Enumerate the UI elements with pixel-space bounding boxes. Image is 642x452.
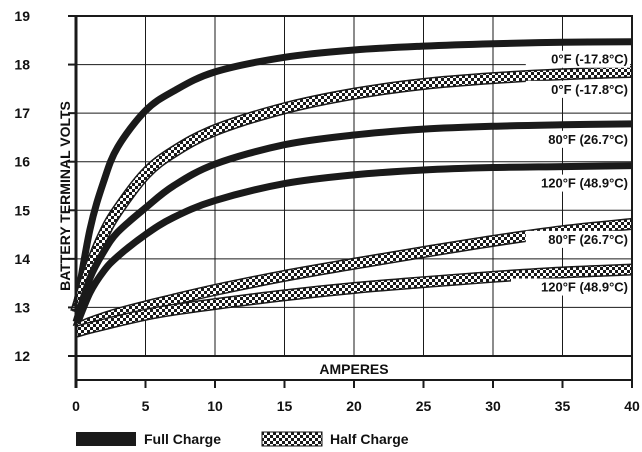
x-tick-label: 15	[277, 398, 293, 414]
series-line-half-1	[71, 67, 633, 314]
y-tick-label: 19	[14, 8, 30, 24]
curve-label: 0°F (-17.8°C)	[551, 82, 628, 97]
series-line-full-3	[72, 162, 633, 329]
series-line-full-0	[72, 38, 633, 309]
series-line-full-2	[72, 120, 633, 324]
curve-label: 120°F (48.9°C)	[541, 280, 628, 295]
axes: 12 13 14 15 16 17 18 19 0 5 10 15 20 25 30 35 40 AMPERES B…	[14, 8, 640, 414]
curve-label-bg	[518, 174, 630, 192]
series-line-half-5	[74, 265, 633, 337]
curve-label-bg	[525, 80, 630, 98]
curve-label-bg	[525, 50, 630, 68]
y-axis-title: BATTERY TERMINAL VOLTS	[57, 101, 73, 291]
series-group	[70, 38, 633, 338]
x-tick-label: 30	[485, 398, 501, 414]
curve-labels: 0°F (-17.8°C) 0°F (-17.8°C) 80°F (26.7°C) 1…	[511, 50, 630, 296]
y-tick-label: 16	[14, 154, 30, 170]
curve-label: 120°F (48.9°C)	[541, 176, 628, 191]
legend-label-half: Half Charge	[330, 431, 409, 447]
curve-label-bg	[525, 230, 630, 248]
x-tick-label: 0	[72, 398, 80, 414]
curve-label-bg	[525, 130, 630, 148]
legend: Full Charge Half Charge	[76, 431, 409, 447]
curve-label: 80°F (26.7°C)	[548, 132, 628, 147]
y-tick-label: 14	[14, 251, 30, 267]
legend-swatch-half	[261, 431, 323, 447]
y-tick-label: 17	[14, 105, 30, 121]
x-tick-label: 40	[624, 398, 640, 414]
x-tick-label: 20	[346, 398, 362, 414]
x-axis-title: AMPERES	[319, 361, 388, 377]
y-tick-label: 12	[14, 348, 30, 364]
y-tick-label: 13	[14, 299, 30, 315]
x-tick-label: 25	[416, 398, 432, 414]
curve-label: 80°F (26.7°C)	[548, 232, 628, 247]
series-line-half-4	[74, 219, 633, 334]
legend-label-full: Full Charge	[144, 431, 221, 447]
y-tick-label: 15	[14, 202, 30, 218]
curve-label: 0°F (-17.8°C)	[551, 52, 628, 67]
x-tick-label: 10	[207, 398, 223, 414]
plot-frame	[68, 15, 633, 388]
legend-swatch-full	[76, 432, 136, 446]
x-tick-label: 5	[142, 398, 150, 414]
curve-label-bg	[511, 278, 630, 296]
y-tick-label: 18	[14, 57, 30, 73]
x-tick-label: 35	[555, 398, 571, 414]
